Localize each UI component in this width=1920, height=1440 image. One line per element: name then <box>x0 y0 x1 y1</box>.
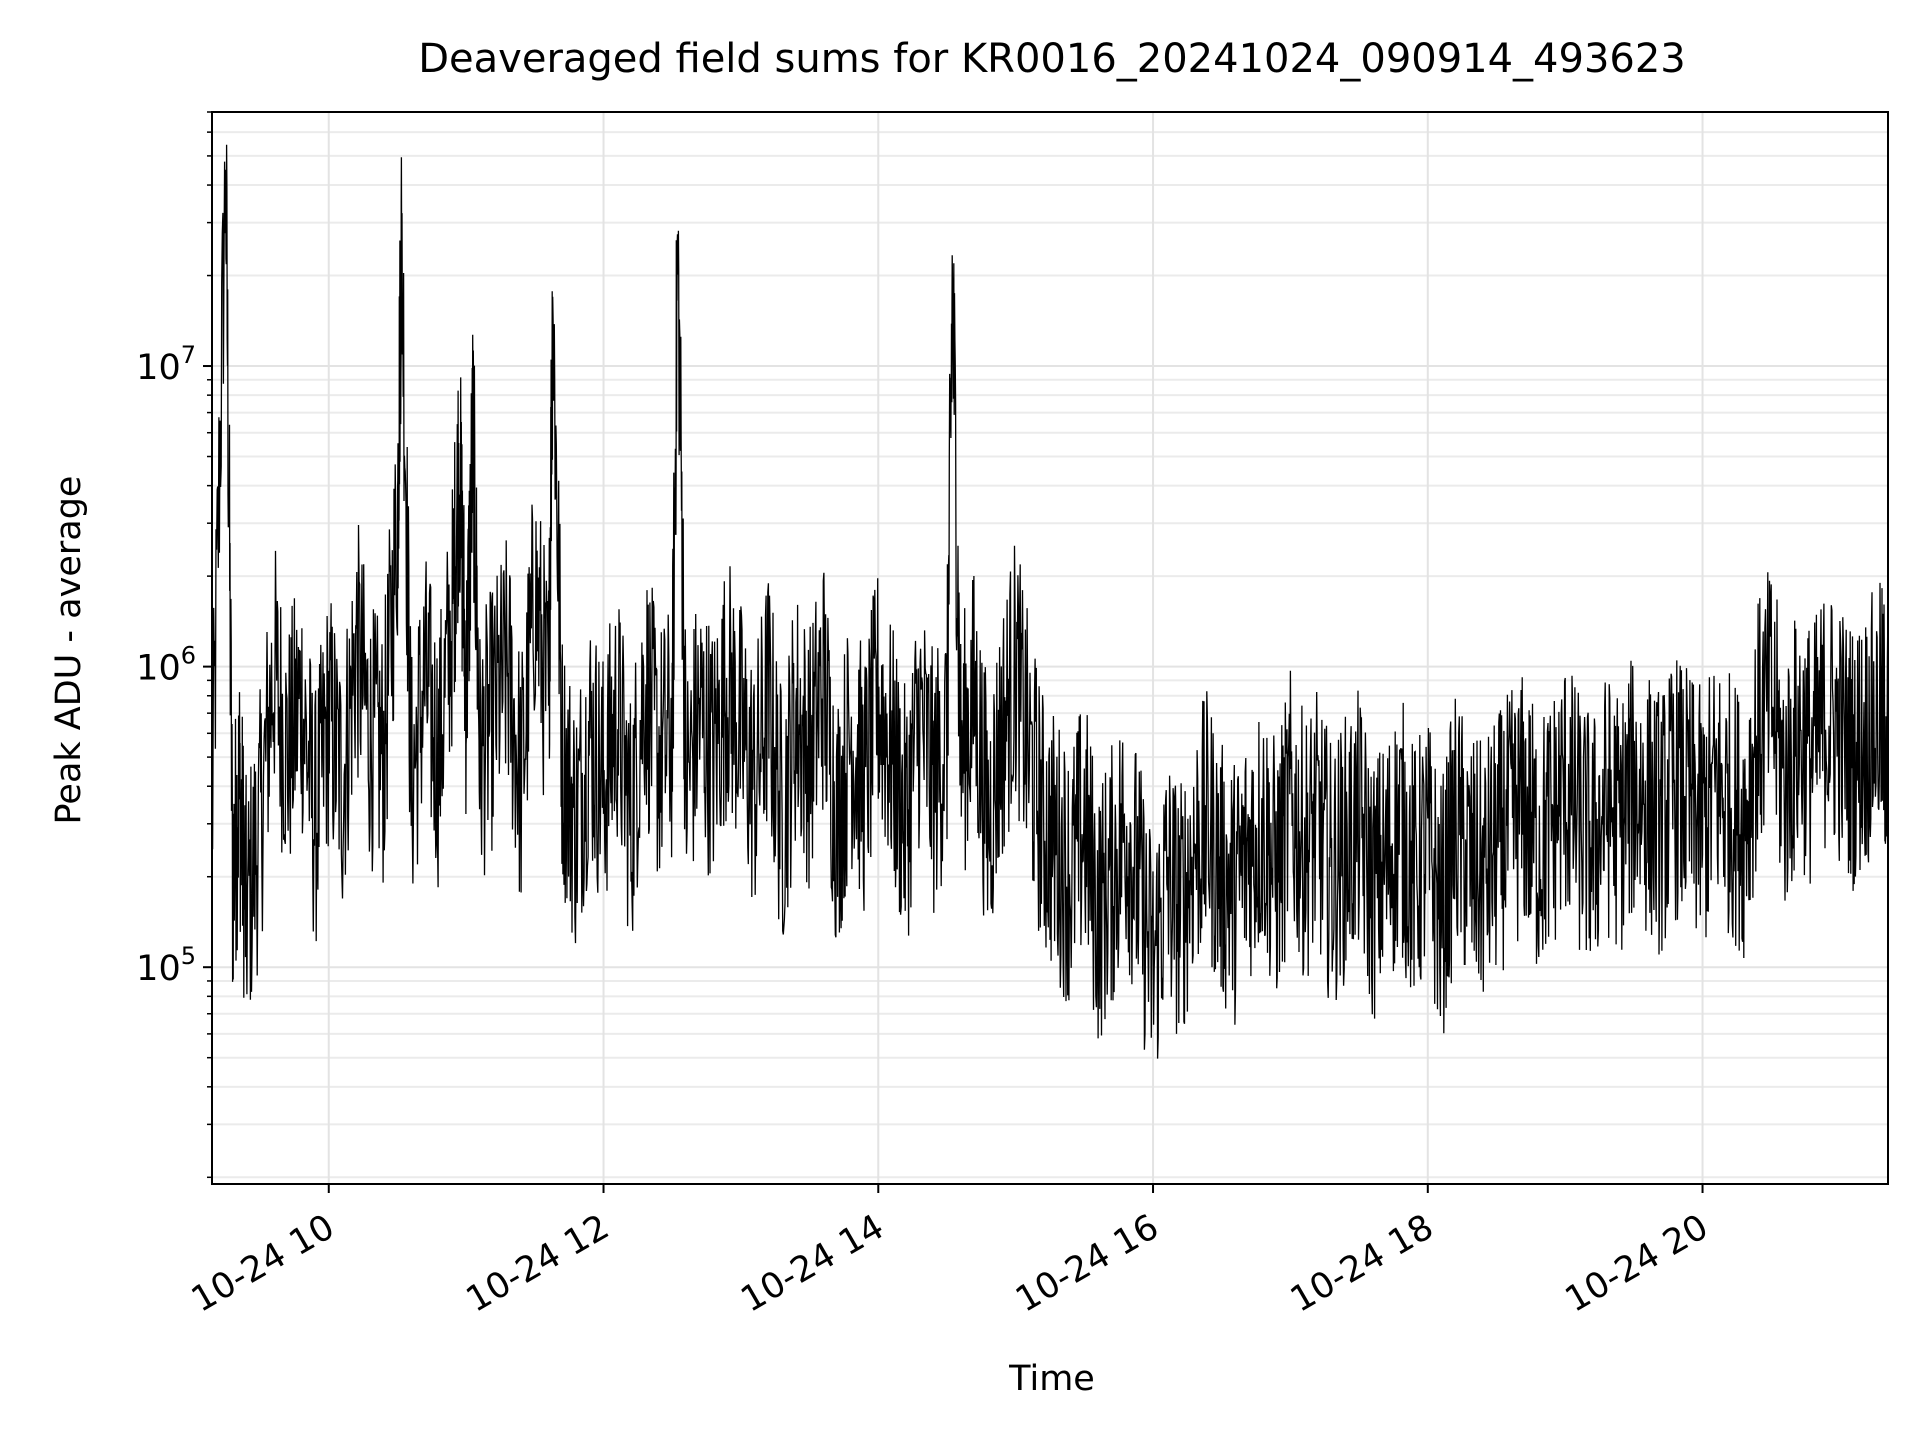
y-axis-label: Peak ADU - average <box>49 476 89 825</box>
chart-title: Deaveraged field sums for KR0016_2024102… <box>418 36 1686 82</box>
y-tick-label: 107 <box>136 341 196 388</box>
plot-frame <box>211 111 1889 1185</box>
y-tick-label: 106 <box>136 642 196 689</box>
series-line <box>211 144 1889 1059</box>
y-tick-label: 105 <box>136 942 196 989</box>
x-axis-label: Time <box>1008 1359 1095 1399</box>
plot-area <box>211 144 1889 1059</box>
